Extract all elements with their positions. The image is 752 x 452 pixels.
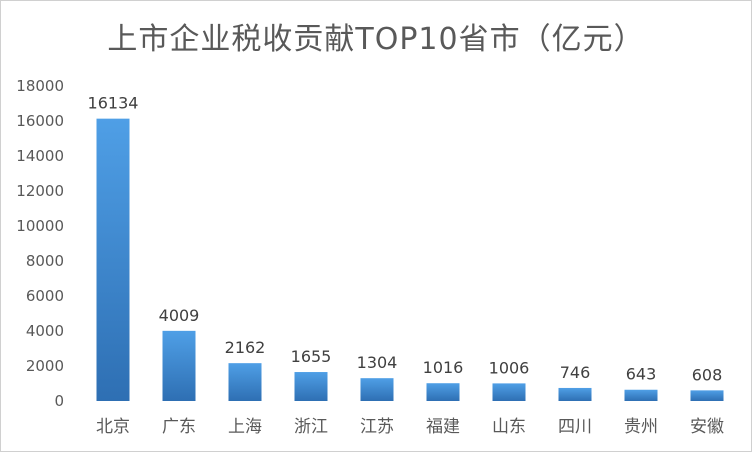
data-labels: 16134 4009 2162 1655 1304 1016 1006 746 643 608 [88,94,723,385]
y-tick-label: 14000 [16,147,64,165]
x-tick-label-9: 贵州 [624,417,658,437]
data-label-3: 2162 [225,338,266,357]
x-tick-label-1: 北京 [96,417,130,437]
y-tick-label: 6000 [26,287,64,305]
bar-2 [162,330,196,401]
data-label-7: 1006 [489,358,530,377]
x-tick-label-7: 山东 [492,417,526,437]
bar-4 [294,372,328,401]
y-tick-label: 12000 [16,182,64,200]
x-tick-label-6: 福建 [426,417,460,437]
y-tick-label: 2000 [26,357,64,375]
bar-10 [690,390,724,401]
data-label-1: 16134 [88,94,139,113]
y-tick-label: 16000 [16,112,64,130]
chart-title: 上市企业税收贡献TOP10省市（亿元） [107,22,645,57]
x-axis-ticks: 北京 广东 上海 浙江 江苏 福建 山东 四川 贵州 安徽 [96,417,724,437]
data-label-10: 608 [692,365,723,384]
bar-8 [558,387,592,401]
data-label-9: 643 [626,365,657,384]
y-tick-label: 4000 [26,322,64,340]
data-label-6: 1016 [423,358,464,377]
y-axis-ticks: 0 2000 4000 6000 8000 10000 12000 14000 16000 180… [16,77,64,410]
x-tick-label-4: 浙江 [294,417,328,437]
x-tick-label-10: 安徽 [690,417,724,437]
data-label-4: 1655 [291,347,332,366]
data-label-2: 4009 [159,306,200,325]
bars [96,118,724,401]
x-tick-label-2: 广东 [162,417,196,437]
x-tick-label-5: 江苏 [360,417,394,437]
x-tick-label-3: 上海 [228,417,262,437]
bar-5 [360,378,394,401]
y-tick-label: 8000 [26,252,64,270]
y-tick-label: 10000 [16,217,64,235]
data-label-8: 746 [560,363,591,382]
data-label-5: 1304 [357,353,398,372]
bar-1 [96,118,130,401]
bar-6 [426,383,460,401]
bar-3 [228,363,262,401]
x-tick-label-8: 四川 [558,417,592,437]
bar-9 [624,389,658,401]
y-tick-label: 0 [54,392,64,410]
y-tick-label: 18000 [16,77,64,95]
bar-7 [492,383,526,401]
